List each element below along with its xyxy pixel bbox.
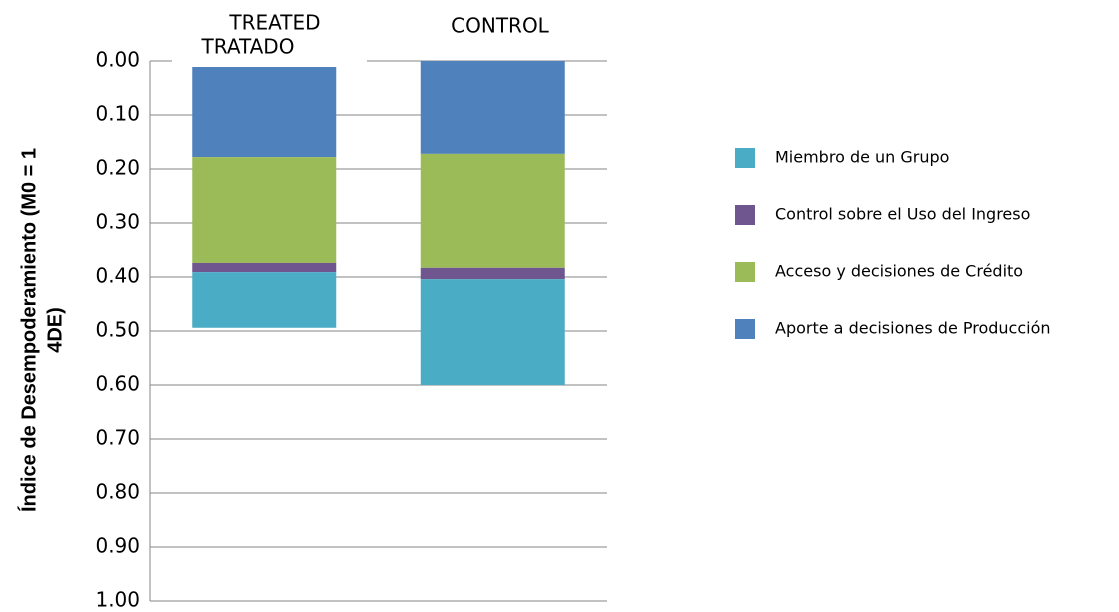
label-box xyxy=(172,33,367,67)
legend-label: Control sobre el Uso del Ingreso xyxy=(775,205,1030,224)
y-tick-label: 0.80 xyxy=(95,480,140,504)
legend-swatch xyxy=(735,319,755,339)
y-tick-label: 0.70 xyxy=(95,426,140,450)
bar-segment xyxy=(192,157,337,263)
bar-segment xyxy=(192,61,337,158)
y-tick-label: 0.10 xyxy=(95,102,140,126)
y-tick-label: 0.30 xyxy=(95,210,140,234)
y-tick-label: 0.90 xyxy=(95,534,140,558)
y-tick-label: 1.00 xyxy=(95,588,140,612)
y-tick-label: 0.40 xyxy=(95,264,140,288)
y-tick-label: 0.00 xyxy=(95,48,140,72)
legend-label: Miembro de un Grupo xyxy=(775,148,949,167)
x-tick-label: TRATADO xyxy=(201,35,295,59)
y-axis-title-line: Índice de Desempoderamiento (M0 = 1 xyxy=(17,148,40,512)
bar-segment xyxy=(420,61,565,154)
legend-swatch xyxy=(735,148,755,168)
legend-label: Aporte a decisiones de Producción xyxy=(775,319,1051,338)
bar-segment xyxy=(420,153,565,268)
y-axis-title: Índice de Desempoderamiento (M0 = 1 4DE) xyxy=(17,148,66,512)
legend-swatch xyxy=(735,205,755,225)
bar-segment xyxy=(192,272,337,328)
x-tick-label: CONTROL xyxy=(451,14,550,38)
annotation: TREATED xyxy=(228,11,320,35)
bar-segment xyxy=(420,279,565,385)
bar-segment xyxy=(192,262,337,273)
legend-swatch xyxy=(735,262,755,282)
y-axis-title-line: 4DE) xyxy=(44,307,66,353)
bar-segment xyxy=(420,267,565,280)
legend-label: Acceso y decisiones de Crédito xyxy=(775,262,1023,281)
y-tick-label: 0.60 xyxy=(95,372,140,396)
y-tick-label: 0.50 xyxy=(95,318,140,342)
y-tick-label: 0.20 xyxy=(95,156,140,180)
